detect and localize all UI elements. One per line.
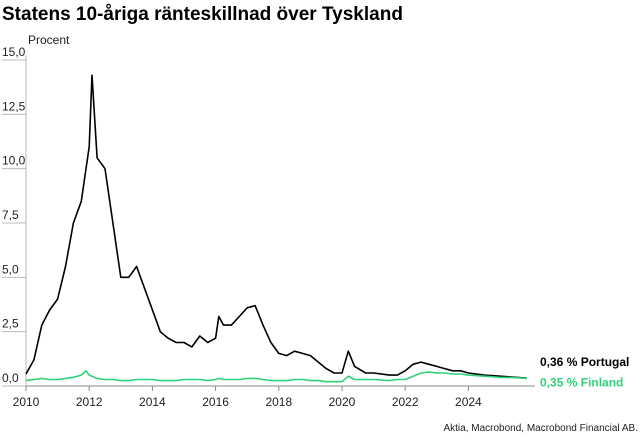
x-tick-label: 2020	[329, 395, 356, 409]
y-tick-label: 7,5	[2, 208, 19, 222]
series-line	[25, 74, 527, 379]
x-tick-label: 2014	[139, 395, 166, 409]
y-tick-label: 2,5	[2, 317, 19, 331]
y-tick-label: 0,0	[2, 371, 19, 385]
source: Aktia, Macrobond, Macrobond Financial AB…	[443, 423, 638, 434]
y-tick-label: 5,0	[2, 262, 19, 276]
y-tick-label: 12,5	[2, 99, 26, 113]
x-tick-label: 2022	[392, 395, 419, 409]
y-tick-label: 15,0	[2, 45, 26, 59]
series-line	[25, 370, 527, 383]
x-tick-label: 2016	[202, 395, 229, 409]
x-tick-label: 2012	[76, 395, 103, 409]
x-tick-label: 2018	[265, 395, 292, 409]
x-tick-label: 2024	[455, 395, 482, 409]
y-tick-label: 10,0	[2, 154, 26, 168]
y-axis-label: Procent	[28, 33, 70, 47]
legend-label: 0,36 % Portugal	[540, 355, 629, 369]
legend-label: 0,35 % Finland	[540, 375, 623, 389]
chart-title: Statens 10-åriga ränteskillnad över Tysk…	[2, 4, 403, 25]
x-tick-label: 2010	[13, 395, 40, 409]
